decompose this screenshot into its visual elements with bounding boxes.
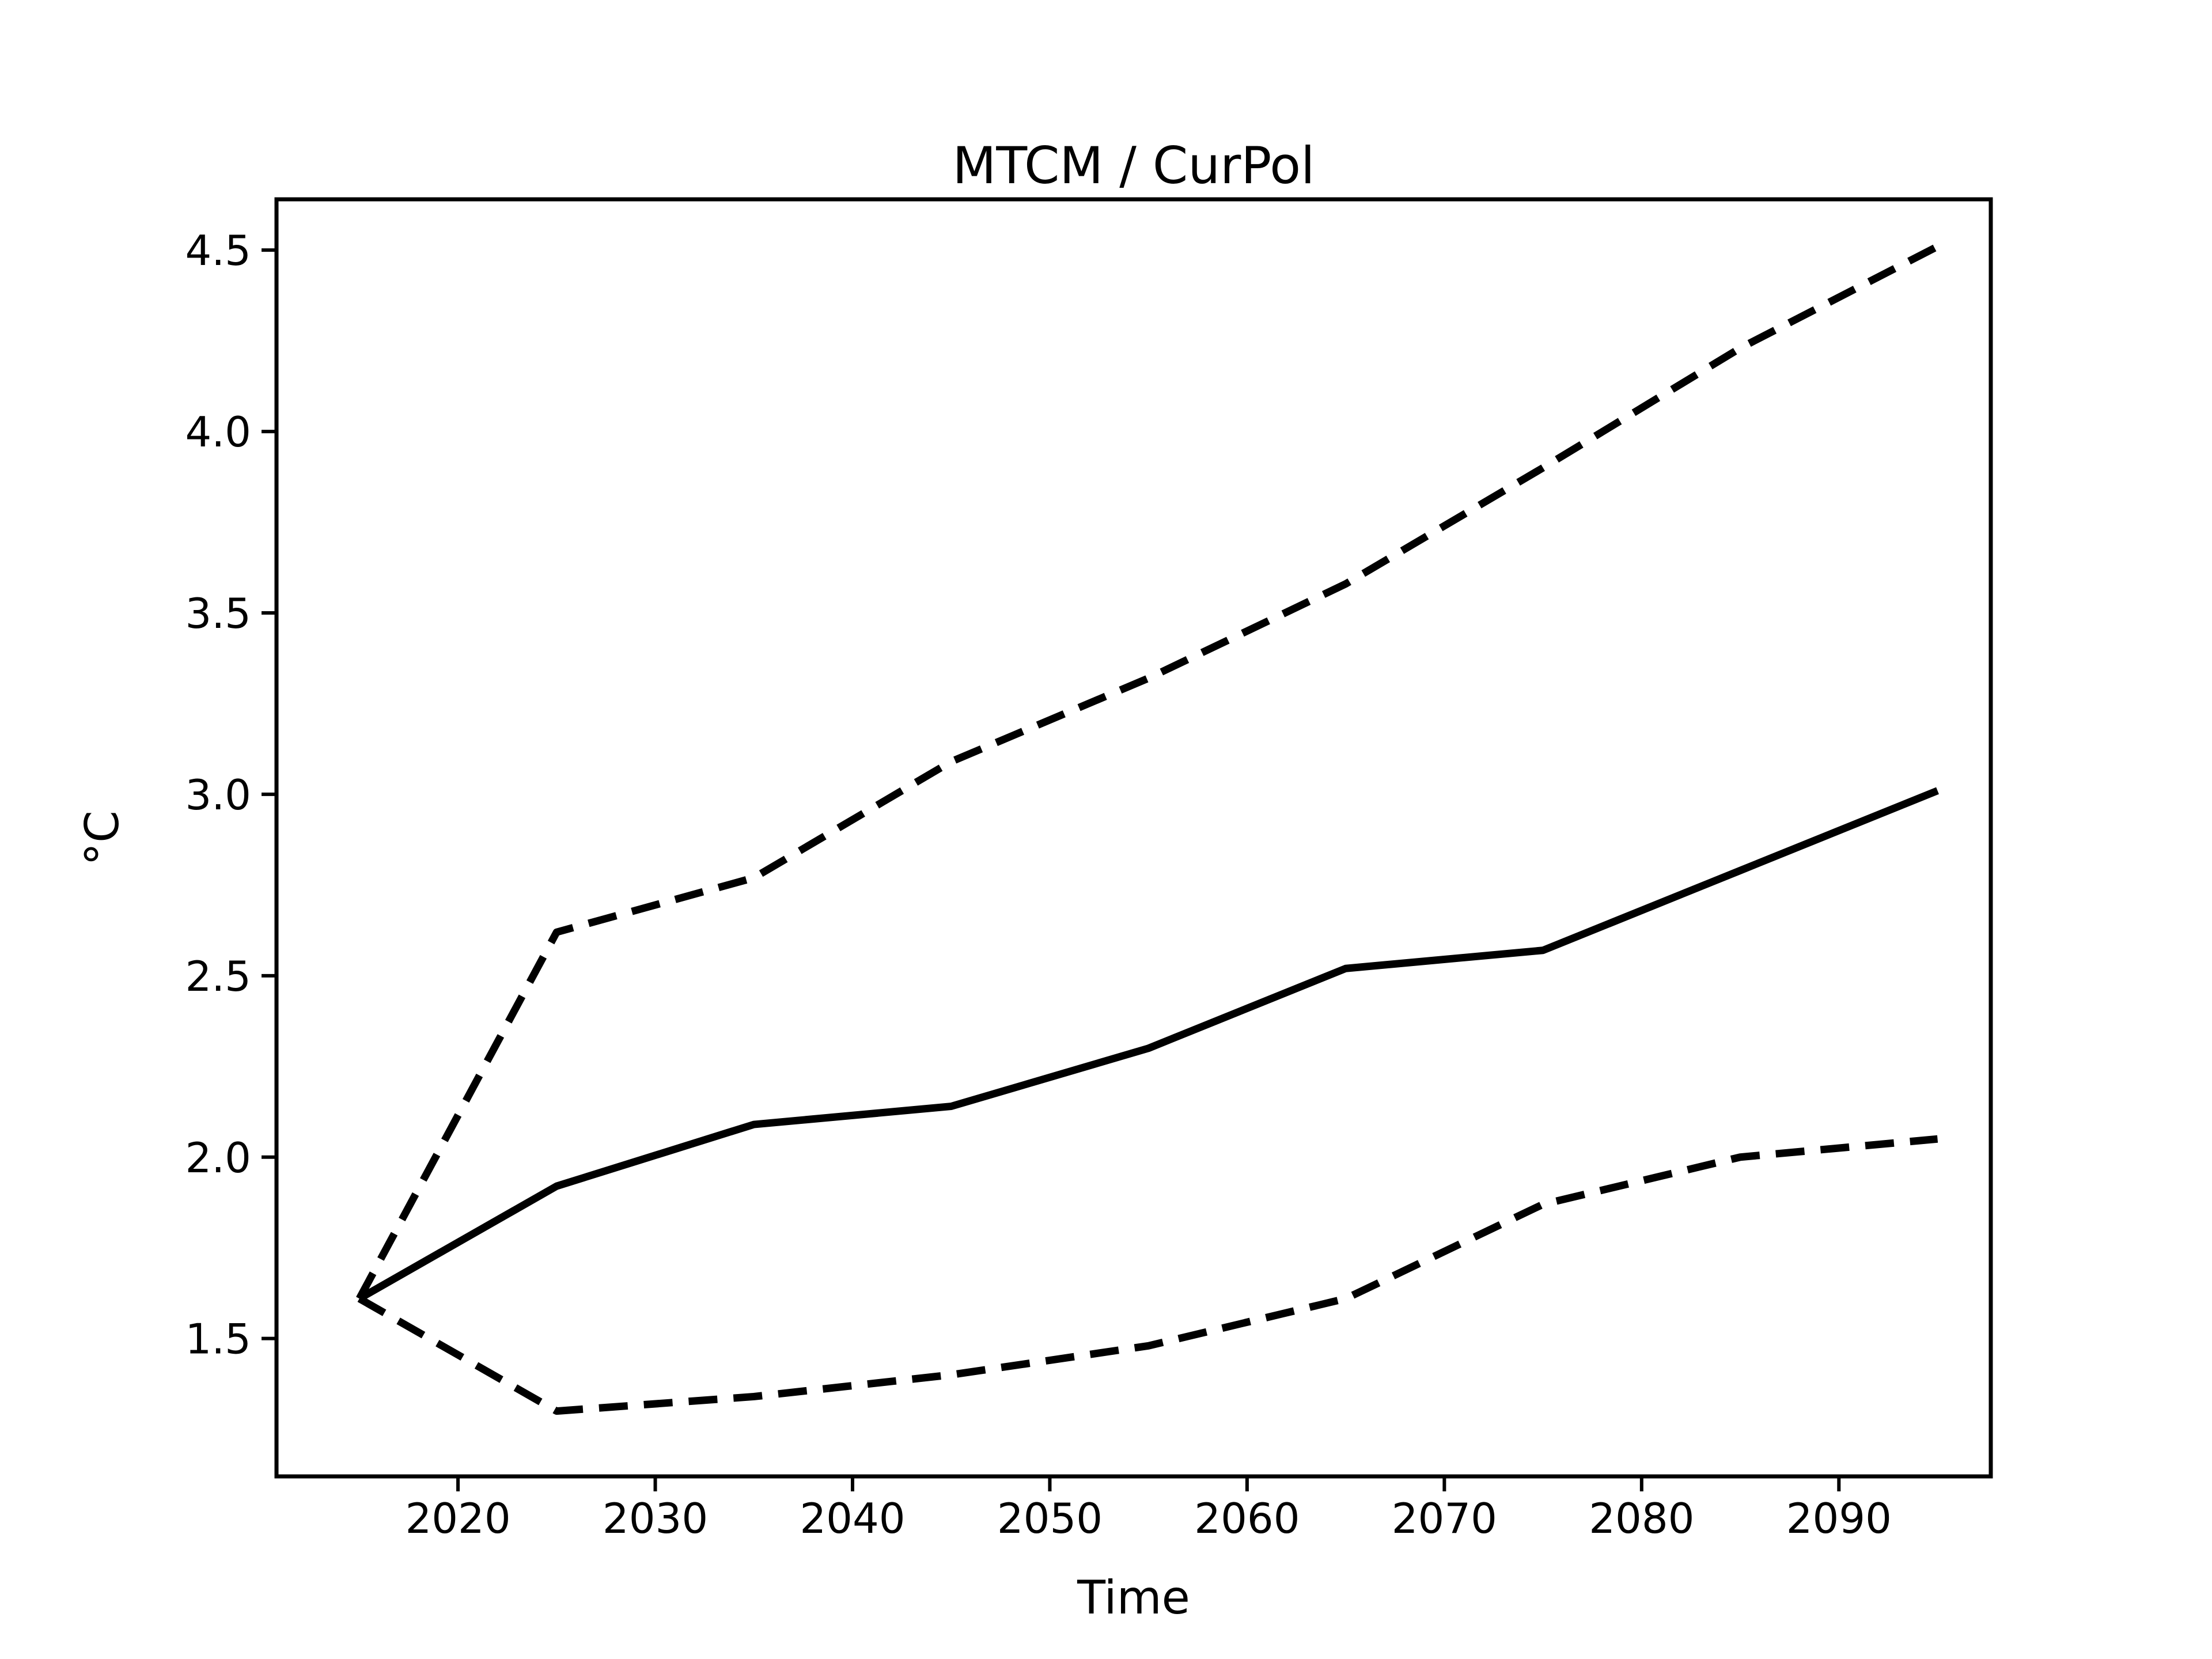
x-tick-label: 2080: [1589, 1494, 1694, 1543]
y-axis-label: °C: [75, 810, 129, 866]
x-tick-label: 2060: [1194, 1494, 1300, 1543]
chart-title: MTCM / CurPol: [952, 136, 1315, 195]
x-axis-ticks: 2020 2030 2040 2050 2060 2070 2080 2090: [405, 1476, 1892, 1543]
y-tick-label: 1.5: [185, 1315, 251, 1363]
y-tick-label: 3.0: [185, 771, 251, 819]
x-tick-label: 2050: [997, 1494, 1103, 1543]
x-tick-label: 2030: [603, 1494, 708, 1543]
x-axis-label: Time: [1077, 1571, 1190, 1624]
series-lines: [356, 243, 1940, 1415]
y-tick-label: 2.0: [185, 1134, 251, 1182]
plot-frame: [274, 197, 1993, 1479]
series-line-upper-bound: [356, 243, 1940, 1301]
x-tick-label: 2040: [800, 1494, 905, 1543]
x-tick-label: 2070: [1392, 1494, 1497, 1543]
x-tick-label: 2020: [405, 1494, 510, 1543]
y-tick-label: 4.5: [185, 226, 251, 275]
series-line-median: [357, 787, 1939, 1302]
y-tick-label: 4.0: [185, 408, 251, 456]
y-tick-label: 2.5: [185, 952, 251, 1001]
x-tick-label: 2090: [1786, 1494, 1892, 1543]
y-tick-label: 3.5: [185, 589, 251, 638]
y-axis-ticks: 1.5 2.0 2.5 3.0 3.5 4.0 4.5: [185, 226, 276, 1363]
series-line-lower-bound: [357, 1135, 1938, 1415]
